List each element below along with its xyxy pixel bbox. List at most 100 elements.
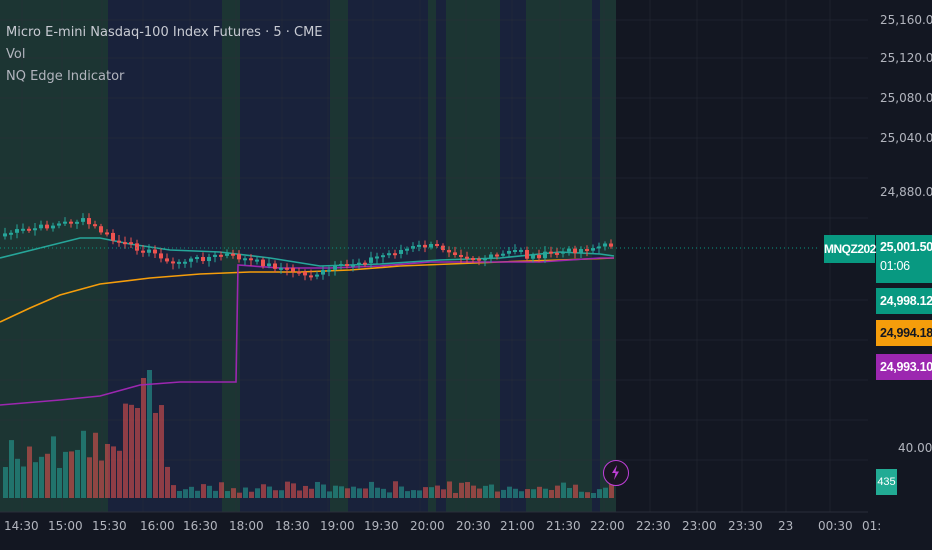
candle-down <box>219 254 223 257</box>
volume-bar-up <box>531 489 536 498</box>
candle-down <box>45 224 49 229</box>
volume-bar-up <box>579 491 584 498</box>
candle-up <box>21 228 25 231</box>
volume-bar-down <box>99 460 104 498</box>
volume-bar-down <box>69 451 74 498</box>
candle-up <box>513 250 517 253</box>
candle-up <box>243 258 247 261</box>
candle-down <box>249 258 253 261</box>
candle-down <box>453 252 457 256</box>
candle-down <box>477 258 481 261</box>
volume-bar-up <box>243 487 248 498</box>
candle-up <box>519 249 523 252</box>
time-tick-label: 23 <box>778 519 794 533</box>
candle-down <box>117 240 121 243</box>
volume-bar-down <box>441 489 446 498</box>
price-tick-label: 25,040.00 <box>880 131 932 145</box>
candle-down <box>537 254 541 259</box>
volume-bar-up <box>75 449 80 498</box>
volume-bar-up <box>255 488 260 498</box>
volume-bar-down <box>135 408 140 498</box>
candle-down <box>231 253 235 256</box>
volume-bar-down <box>525 489 530 498</box>
time-tick-label: 20:30 <box>456 519 491 533</box>
volume-bar-up <box>513 488 518 498</box>
time-tick-label: 00:30 <box>818 519 853 533</box>
symbol-price-tag: MNQZ2025 <box>824 235 883 263</box>
candle-down <box>159 253 163 259</box>
time-tick-label: 21:30 <box>546 519 581 533</box>
candle-down <box>465 256 469 259</box>
volume-bar-up <box>9 440 14 498</box>
volume-bar-up <box>321 484 326 498</box>
candle-up <box>9 232 13 235</box>
candle-up <box>399 249 403 254</box>
volume-bar-down <box>261 484 266 498</box>
volume-bar-up <box>3 467 8 498</box>
candle-up <box>429 244 433 248</box>
volume-bar-up <box>489 484 494 498</box>
session-band <box>600 0 616 512</box>
volume-bar-down <box>123 403 128 498</box>
volume-study-label[interactable]: Vol <box>6 47 26 62</box>
candle-down <box>525 249 529 259</box>
volume-bar-down <box>585 492 590 498</box>
candle-down <box>285 267 289 270</box>
volume-bar-up <box>483 485 488 498</box>
volume-bar-up <box>507 486 512 498</box>
time-tick-label: 15:30 <box>92 519 127 533</box>
volume-bar-down <box>471 485 476 498</box>
volume-bar-down <box>477 488 482 498</box>
candle-up <box>507 250 511 254</box>
lightning-icon[interactable] <box>603 460 629 486</box>
volume-bar-up <box>543 488 548 498</box>
session-band <box>348 0 428 512</box>
candle-up <box>207 256 211 262</box>
session-band <box>428 0 436 512</box>
volume-bar-up <box>15 458 20 498</box>
volume-bar-up <box>381 488 386 498</box>
price-tick-label: 25,160.00 <box>880 13 932 27</box>
volume-bar-up <box>267 486 272 498</box>
volume-bar-up <box>63 451 68 498</box>
candle-down <box>291 267 295 272</box>
indicator-study-label[interactable]: NQ Edge Indicator <box>6 69 125 84</box>
volume-bar-down <box>27 446 32 498</box>
candle-down <box>153 249 157 254</box>
volume-bar-down <box>237 492 242 498</box>
session-band <box>526 0 592 512</box>
time-axis-bg <box>0 512 932 550</box>
candle-down <box>135 243 139 251</box>
candle-down <box>447 250 451 253</box>
symbol-title[interactable]: Micro E-mini Nasdaq-100 Index Futures · … <box>6 25 323 40</box>
candle-down <box>555 252 559 255</box>
volume-bar-up <box>315 481 320 498</box>
price-tick-label: 24,880.00 <box>880 185 932 199</box>
volume-bar-down <box>573 484 578 498</box>
candle-up <box>369 257 373 263</box>
volume-bar-down <box>363 488 368 498</box>
time-tick-label: 23:30 <box>728 519 763 533</box>
volume-bar-up <box>519 491 524 498</box>
candle-up <box>603 243 607 247</box>
volume-bar-down <box>297 490 302 498</box>
candle-down <box>129 242 133 245</box>
volume-value-tag: 435 <box>876 469 897 495</box>
volume-bar-up <box>213 490 218 498</box>
volume-bar-up <box>333 485 338 498</box>
candle-up <box>483 258 487 261</box>
price-tick-label: 40.00 <box>898 441 932 455</box>
candle-up <box>315 274 319 277</box>
candle-up <box>333 265 337 270</box>
candle-up <box>591 248 595 251</box>
volume-bar-up <box>21 466 26 498</box>
volume-bar-up <box>225 491 230 498</box>
volume-bar-up <box>561 482 566 498</box>
candle-up <box>321 270 325 275</box>
candle-up <box>51 225 55 229</box>
candle-up <box>177 261 181 264</box>
volume-bar-up <box>339 486 344 498</box>
price-tick-label: 25,080.00 <box>880 91 932 105</box>
ema-fast-line <box>0 237 615 267</box>
